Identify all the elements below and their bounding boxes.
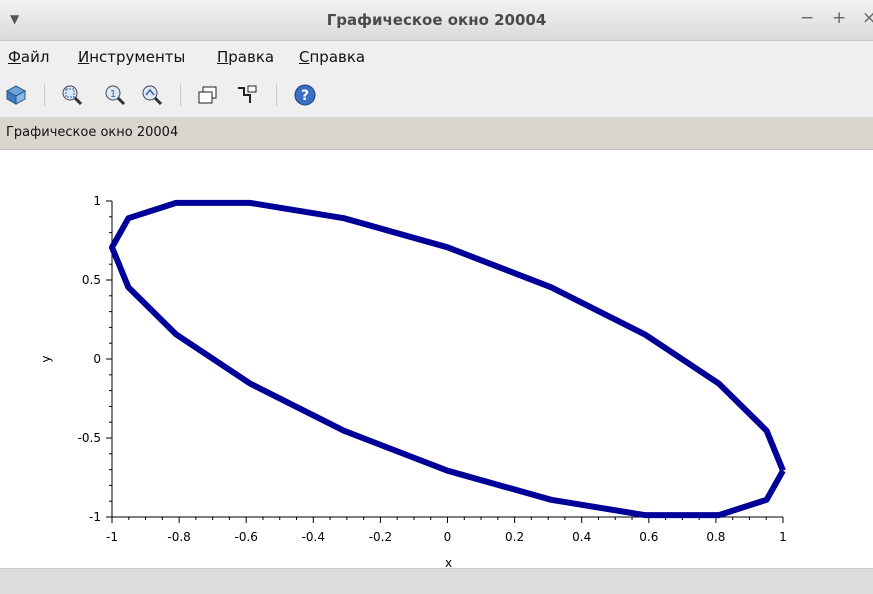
zoom-out-icon[interactable] xyxy=(140,83,164,107)
x-tick-label: -0.4 xyxy=(302,530,325,544)
toolbar-separator xyxy=(44,84,45,106)
y-axis-label: y xyxy=(39,355,53,362)
y-tick-label: 0 xyxy=(93,352,101,366)
x-tick-label: -1 xyxy=(106,530,118,544)
datatip-icon[interactable] xyxy=(235,83,259,107)
x-axis-label: x xyxy=(445,556,452,568)
status-bar: Графическое окно 20004 xyxy=(0,118,873,150)
maximize-button[interactable]: + xyxy=(832,8,847,28)
x-tick-label: -0.8 xyxy=(167,530,190,544)
window-title: Графическое окно 20004 xyxy=(326,11,547,29)
ellipse-chart: -1 -0.8 -0.6 -0.4 -0.2 0 0.2 0.4 0.6 0.8 1 -1 -0.5 0 0… xyxy=(39,194,787,570)
y-tick-label: -1 xyxy=(89,510,101,524)
toolbar-separator xyxy=(180,84,181,106)
x-tick-label: 0 xyxy=(444,530,452,544)
menu-bar: Файл Инструменты Правка Справка xyxy=(0,41,873,73)
close-button[interactable]: × xyxy=(862,8,873,28)
rotate-icon[interactable] xyxy=(4,83,28,107)
zoom-reset-icon[interactable]: 1 xyxy=(103,83,127,107)
bottom-bar xyxy=(0,568,873,594)
menu-edit[interactable]: Правка xyxy=(217,48,275,66)
curve-series xyxy=(109,199,786,519)
axes: -1 -0.8 -0.6 -0.4 -0.2 0 0.2 0.4 0.6 0.8 1 -1 -0.5 0 0… xyxy=(39,194,787,570)
help-icon[interactable]: ? xyxy=(293,83,317,107)
y-tick-label: 0.5 xyxy=(82,273,101,287)
toolbar: 1 ? xyxy=(0,73,873,118)
svg-text:?: ? xyxy=(301,88,309,104)
minimize-button[interactable]: − xyxy=(800,8,815,28)
menu-help[interactable]: Справка xyxy=(299,48,366,66)
title-bar: ▼ Графическое окно 20004 − + × xyxy=(0,0,873,41)
status-text: Графическое окно 20004 xyxy=(6,125,179,140)
x-tick-label: 0.8 xyxy=(706,530,725,544)
toolbar-separator xyxy=(276,84,277,106)
x-tick-label: -0.6 xyxy=(234,530,257,544)
x-tick-label: 1 xyxy=(779,530,787,544)
svg-text:1: 1 xyxy=(110,89,116,100)
window-menu-icon[interactable]: ▼ xyxy=(10,12,20,26)
x-tick-label: 0.2 xyxy=(505,530,524,544)
plot-area[interactable]: -1 -0.8 -0.6 -0.4 -0.2 0 0.2 0.4 0.6 0.8 1 -1 -0.5 0 0… xyxy=(0,150,873,570)
menu-tools[interactable]: Инструменты xyxy=(78,48,186,66)
zoom-area-icon[interactable] xyxy=(60,83,84,107)
x-tick-label: 0.4 xyxy=(572,530,591,544)
y-tick-label: 1 xyxy=(93,194,101,208)
x-tick-label: -0.2 xyxy=(369,530,392,544)
windows-icon[interactable] xyxy=(196,83,220,107)
x-tick-label: 0.6 xyxy=(639,530,658,544)
menu-file[interactable]: Файл xyxy=(8,48,50,66)
y-tick-label: -0.5 xyxy=(78,431,101,445)
